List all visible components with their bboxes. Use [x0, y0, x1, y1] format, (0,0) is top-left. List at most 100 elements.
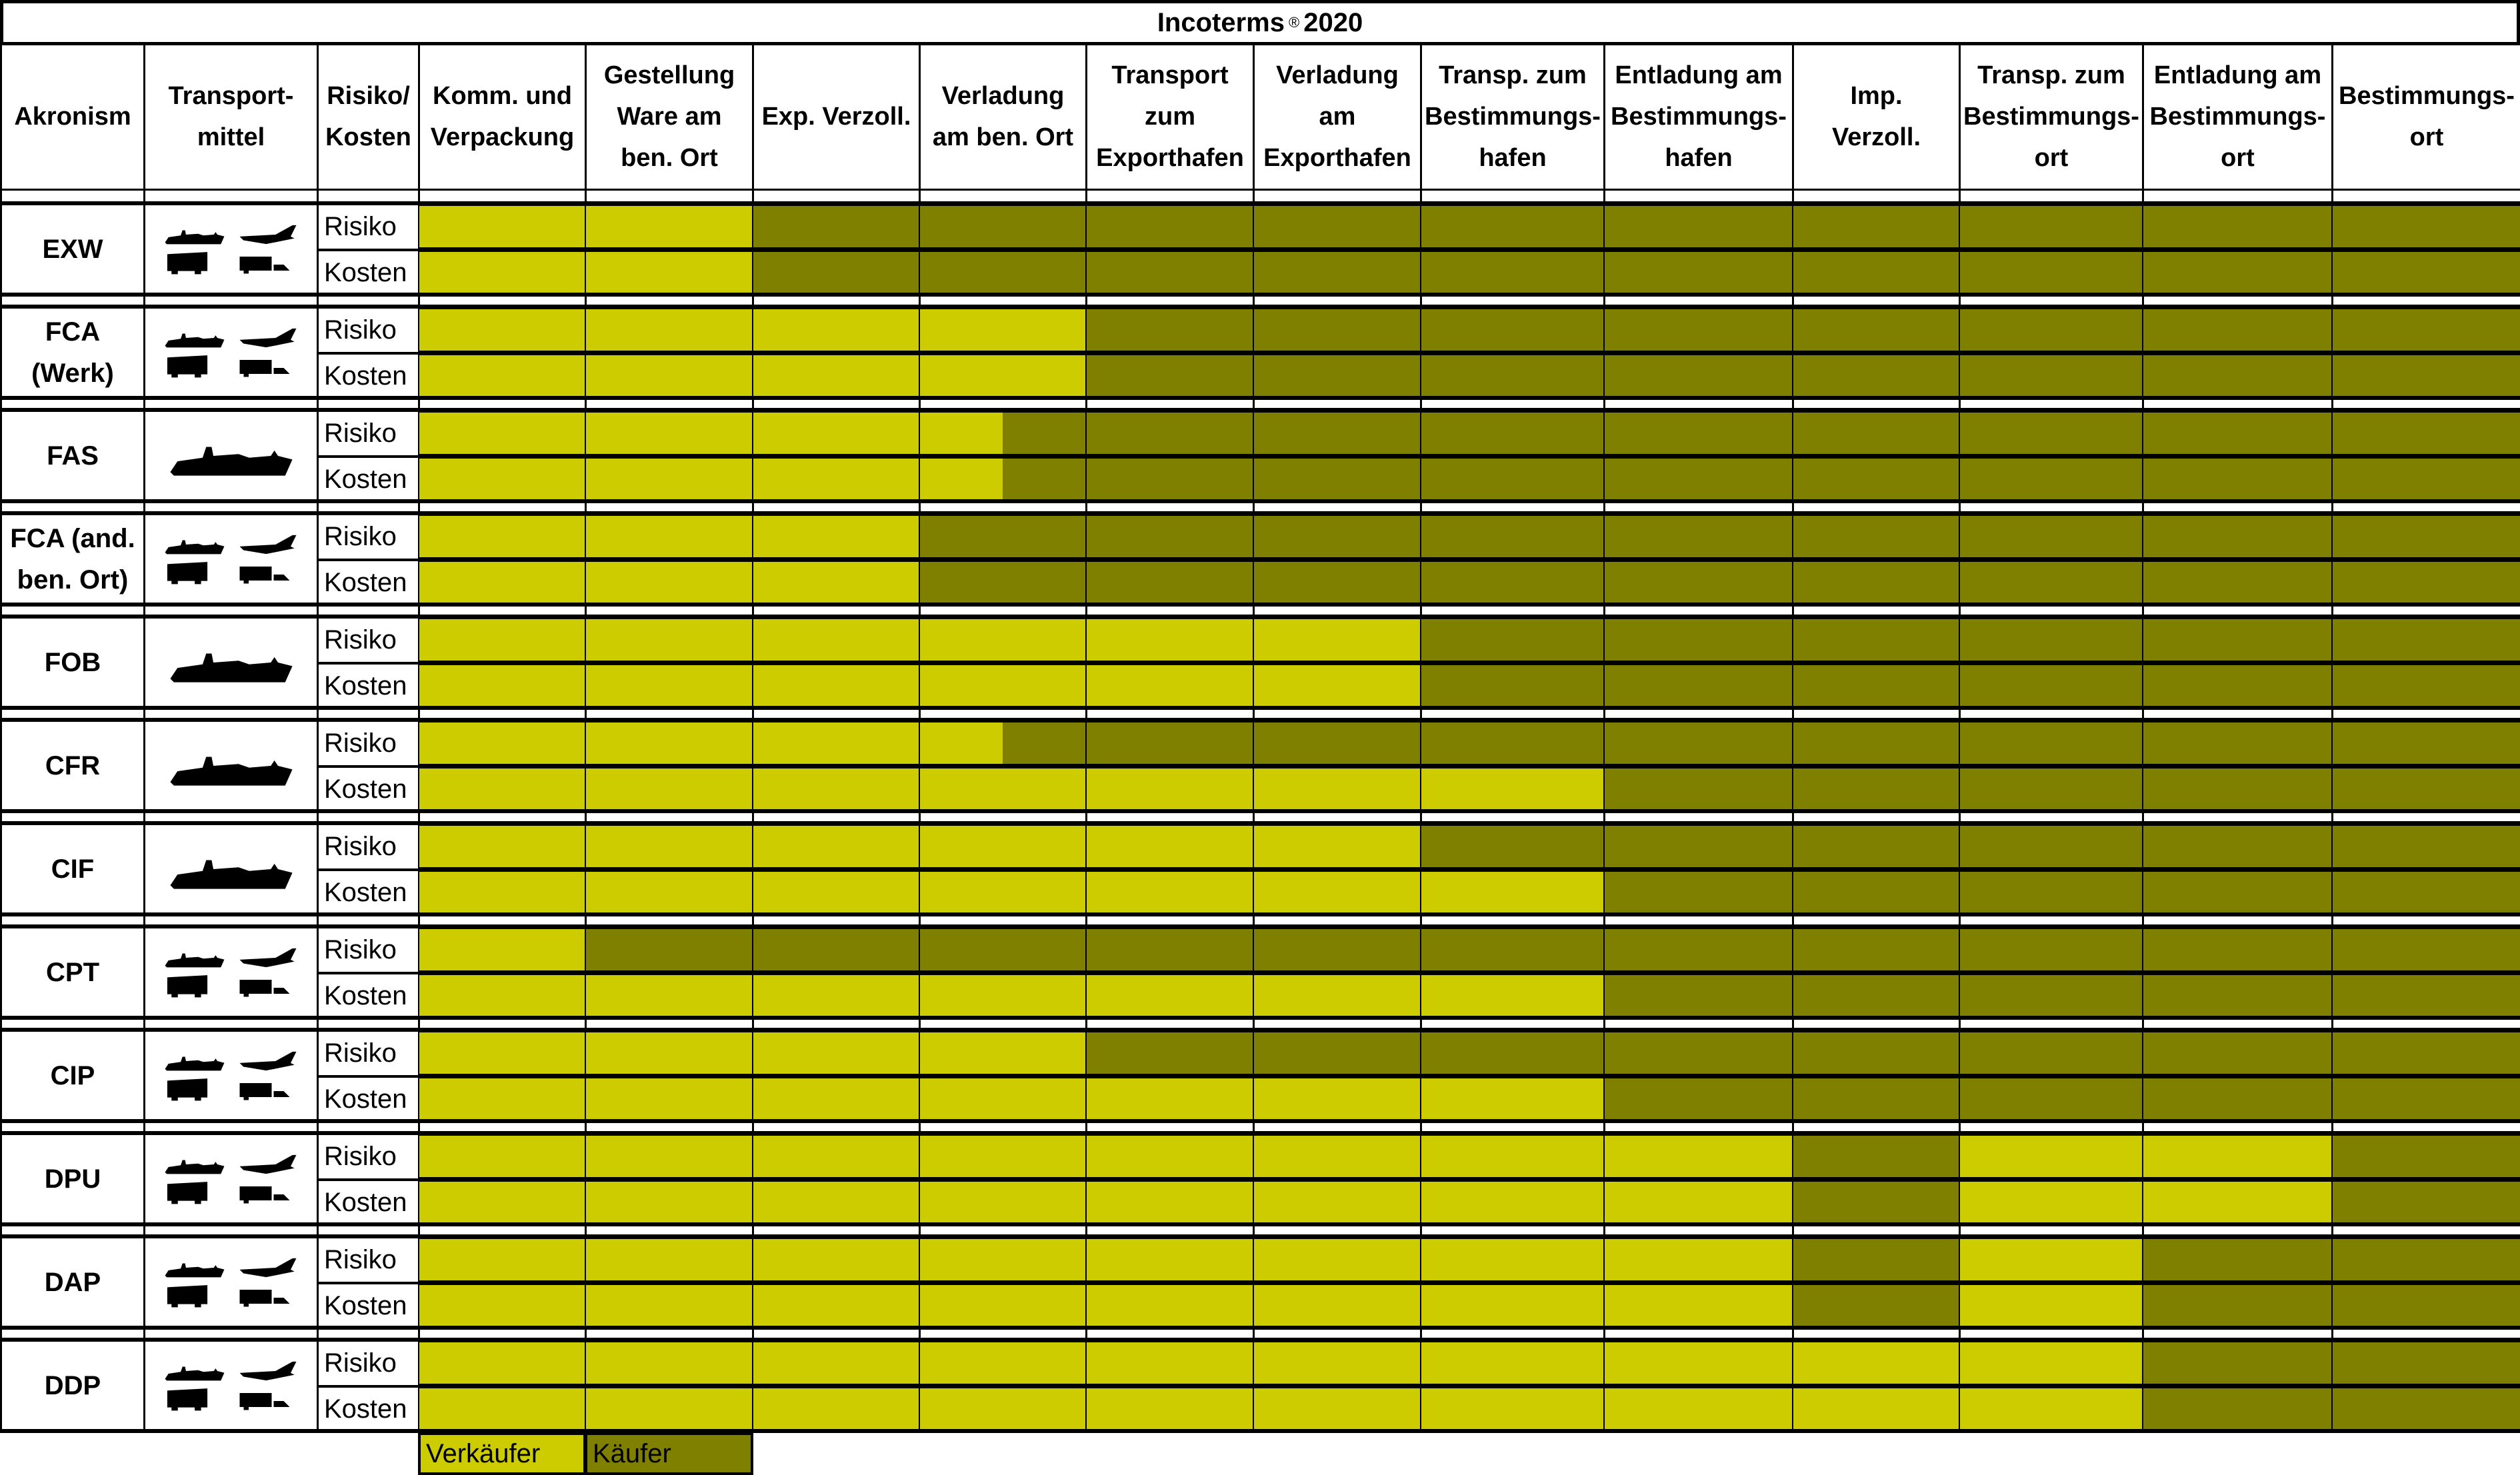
column-header: Bestimmungs- ort: [2331, 43, 2520, 191]
group-top-border: [0, 1234, 2520, 1238]
responsibility-cell: [1603, 411, 1793, 455]
responsibility-cell: [752, 767, 920, 811]
responsibility-cell: [2331, 205, 2520, 249]
responsibility-cell: [1959, 308, 2143, 352]
responsibility-cell: [1085, 1284, 1254, 1328]
column-header: Verladung am ben. Ort: [919, 43, 1087, 191]
risk-label: Risiko: [317, 720, 420, 767]
responsibility-cell: [919, 251, 1087, 295]
responsibility-cell: [585, 1077, 753, 1121]
responsibility-cell: [1959, 354, 2143, 398]
truck-icon: [239, 1186, 289, 1203]
responsibility-cell: [1792, 205, 1960, 249]
responsibility-cell: [1959, 767, 2143, 811]
risk-label: Risiko: [317, 307, 420, 354]
responsibility-cell: [2142, 308, 2333, 352]
responsibility-cell: [585, 824, 753, 868]
cost-label: Kosten: [317, 353, 420, 400]
responsibility-cell: [585, 974, 753, 1018]
responsibility-cell: [2142, 664, 2333, 708]
airplane-icon: [239, 1258, 296, 1277]
responsibility-cell: [1792, 664, 1960, 708]
responsibility-cell: [1085, 767, 1254, 811]
group-top-border: [0, 305, 2520, 309]
responsibility-cell: [919, 767, 1087, 811]
train-icon: [167, 561, 207, 584]
responsibility-cell: [1085, 1387, 1254, 1431]
responsibility-cell: [1420, 1341, 1605, 1385]
column-header: Entladung am Bestimmungs- ort: [2142, 43, 2333, 191]
cost-label: Kosten: [317, 249, 420, 297]
responsibility-cell: [1085, 561, 1254, 605]
truck-icon: [239, 1289, 289, 1306]
responsibility-cell: [919, 1341, 1087, 1385]
responsibility-cell: [2331, 457, 2520, 501]
responsibility-cell: [2142, 515, 2333, 559]
row-divider: [418, 1074, 2520, 1078]
incoterm-acronym: CPT: [0, 926, 145, 1018]
responsibility-cell: [585, 1238, 753, 1282]
column-header: Gestellung Ware am ben. Ort: [585, 43, 754, 191]
responsibility-cell: [1792, 354, 1960, 398]
responsibility-cell: [1959, 411, 2143, 455]
group-top-border: [0, 1131, 2520, 1135]
risk-label: Risiko: [317, 203, 420, 251]
row-divider: [418, 351, 2520, 355]
responsibility-cell: [2142, 1387, 2333, 1431]
responsibility-cell: [1792, 561, 1960, 605]
responsibility-cell: [1253, 870, 1421, 914]
ship-icon: [169, 756, 293, 786]
responsibility-cell: [1420, 974, 1605, 1018]
group-top-border: [0, 821, 2520, 825]
truck-icon: [239, 359, 289, 377]
responsibility-cell: [418, 1341, 586, 1385]
cost-label: Kosten: [317, 456, 420, 503]
responsibility-cell: [1085, 457, 1254, 501]
responsibility-cell: [1253, 251, 1421, 295]
incoterm-acronym: FOB: [0, 617, 145, 708]
responsibility-cell: [1792, 1238, 1960, 1282]
responsibility-cell: [2142, 354, 2333, 398]
responsibility-cell: [752, 354, 920, 398]
responsibility-cell: [1959, 974, 2143, 1018]
transport-icons: [143, 617, 319, 708]
responsibility-cell: [1085, 974, 1254, 1018]
responsibility-cell: [1085, 928, 1254, 972]
airplane-icon: [239, 1051, 296, 1070]
responsibility-cell: [752, 411, 920, 455]
column-header: Imp. Verzoll.: [1792, 43, 1961, 191]
responsibility-cell: [2142, 1238, 2333, 1282]
cost-label: Kosten: [317, 766, 420, 813]
responsibility-cell: [2142, 824, 2333, 868]
responsibility-cell: [1792, 1077, 1960, 1121]
responsibility-cell: [919, 411, 1087, 455]
risk-label: Risiko: [317, 410, 420, 457]
responsibility-cell: [418, 251, 586, 295]
incoterm-acronym: CFR: [0, 720, 145, 811]
row-divider: [418, 557, 2520, 561]
responsibility-cell: [919, 664, 1087, 708]
responsibility-cell: [1603, 1134, 1793, 1178]
responsibility-cell: [585, 664, 753, 708]
responsibility-cell: [2142, 974, 2333, 1018]
responsibility-cell: [1603, 1387, 1793, 1431]
responsibility-cell: [919, 1180, 1087, 1224]
transport-icons: [143, 307, 319, 398]
responsibility-cell: [585, 205, 753, 249]
risk-label: Risiko: [317, 617, 420, 664]
responsibility-cell: [2331, 721, 2520, 765]
responsibility-cell: [1603, 928, 1793, 972]
responsibility-cell: [2331, 251, 2520, 295]
responsibility-cell: [418, 561, 586, 605]
responsibility-cell: [1420, 1180, 1605, 1224]
column-header: Transp. zum Bestimmungs- hafen: [1420, 43, 1605, 191]
responsibility-cell: [1420, 767, 1605, 811]
column-header: Transp. zum Bestimmungs- ort: [1959, 43, 2144, 191]
responsibility-cell: [1603, 824, 1793, 868]
responsibility-cell: [418, 457, 586, 501]
column-header: Transport zum Exporthafen: [1085, 43, 1255, 191]
responsibility-cell: [1420, 664, 1605, 708]
responsibility-cell: [2142, 721, 2333, 765]
responsibility-cell: [2142, 870, 2333, 914]
responsibility-cell: [919, 354, 1087, 398]
